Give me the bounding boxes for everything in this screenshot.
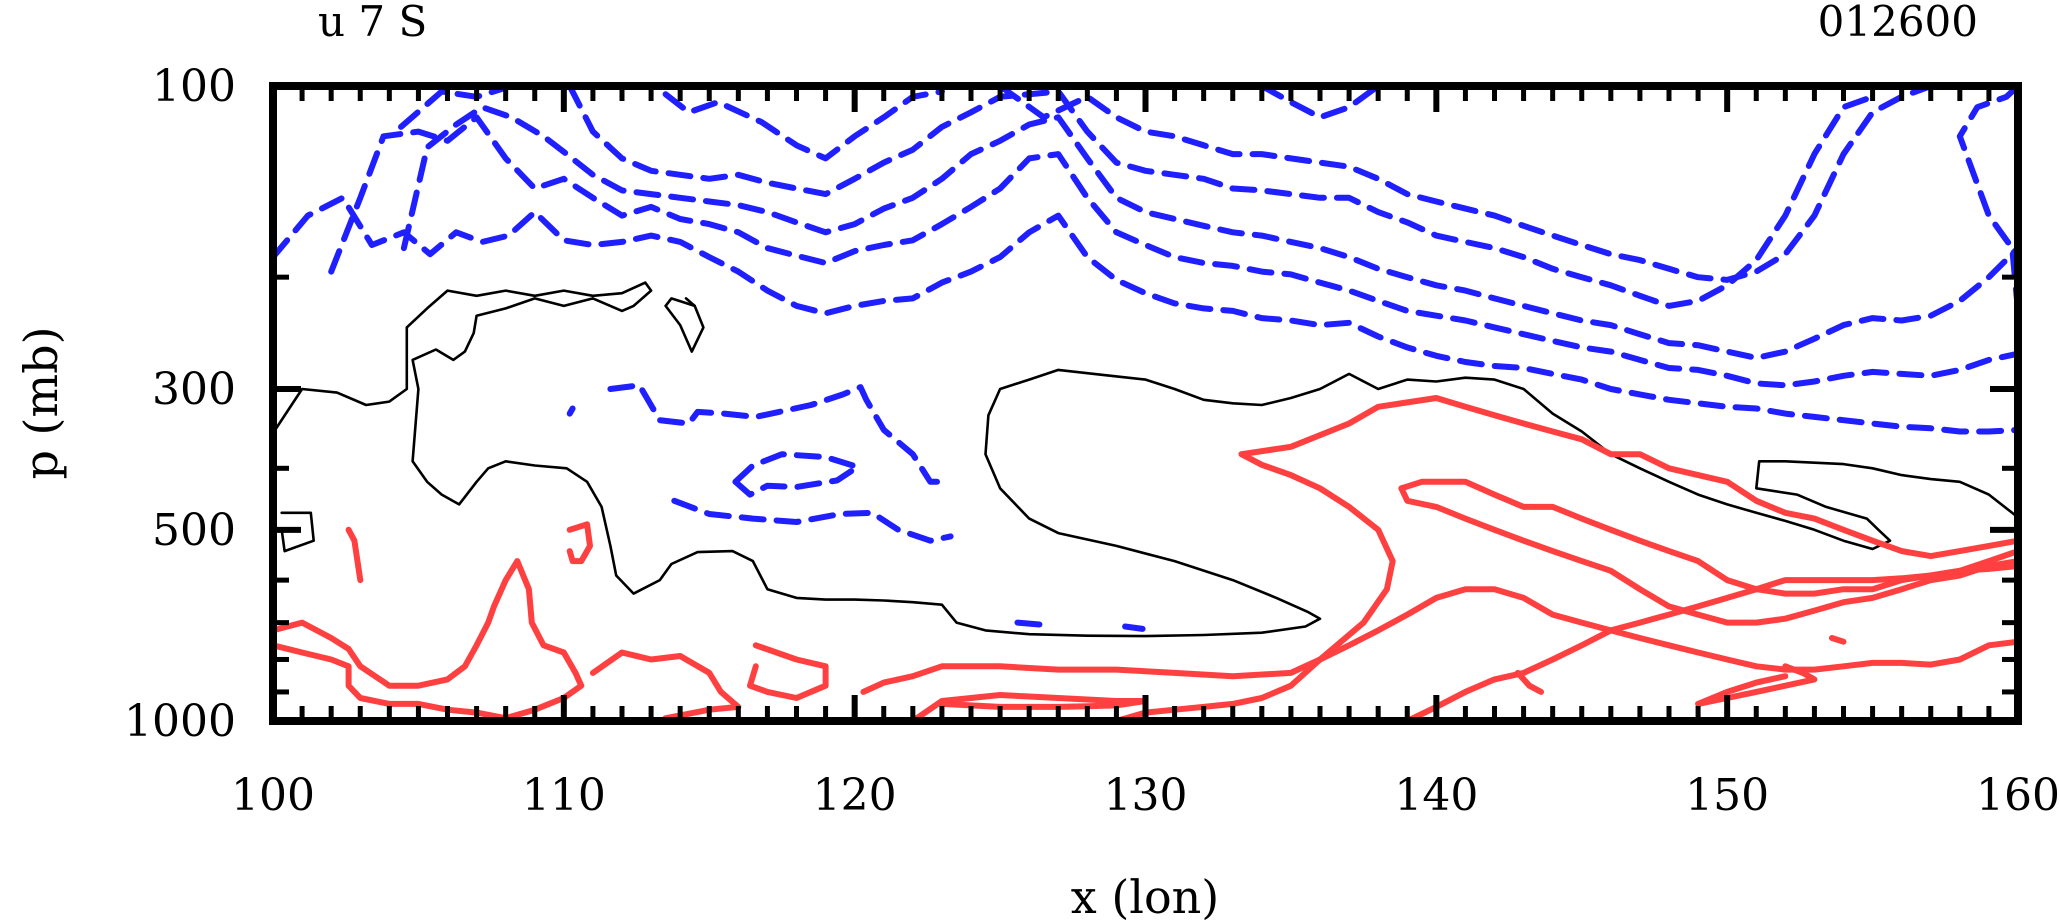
x-tick-label-120: 120 bbox=[813, 770, 897, 821]
contour-line-2-11 bbox=[1398, 478, 2021, 597]
contour-line-1-3 bbox=[280, 511, 316, 553]
contour-line-2-1 bbox=[345, 526, 364, 584]
contour-line-0-4 bbox=[566, 83, 1876, 309]
contour-line-2-6 bbox=[909, 692, 1149, 724]
contour-line-0-7 bbox=[1956, 83, 2021, 314]
contour-line-2-0 bbox=[270, 558, 585, 722]
contour-line-0-10 bbox=[671, 497, 954, 544]
x-tick-label-160: 160 bbox=[1976, 770, 2060, 821]
contour-line-2-7 bbox=[1238, 395, 2021, 560]
contour-line-0-1 bbox=[328, 114, 2021, 389]
contour-line-0-9 bbox=[607, 382, 951, 485]
y-tick-labels: 100 300 500 1000 bbox=[124, 61, 236, 747]
contour-line-0-11 bbox=[732, 451, 861, 498]
contour-line-1-0 bbox=[271, 281, 2020, 638]
contour-line-0-0 bbox=[270, 194, 2021, 435]
contour-line-0-12 bbox=[566, 405, 576, 417]
chart-title-left: u 7 S bbox=[318, 0, 427, 46]
contour-line-2-13 bbox=[1695, 663, 1818, 707]
y-tick-label-100: 100 bbox=[152, 61, 236, 112]
contour-line-0-3 bbox=[398, 83, 515, 130]
contour-line-0-5 bbox=[662, 88, 945, 162]
contour-lines bbox=[270, 83, 2021, 724]
x-tick-label-130: 130 bbox=[1104, 770, 1188, 821]
y-tick-label-500: 500 bbox=[152, 505, 236, 556]
contour-line-1-1 bbox=[664, 297, 705, 353]
x-tick-label-150: 150 bbox=[1685, 770, 1769, 821]
plot-frame bbox=[269, 82, 2022, 725]
contour-line-0-2 bbox=[400, 104, 2021, 361]
contour-line-2-5 bbox=[860, 586, 2021, 695]
contour-line-2-8 bbox=[1113, 451, 1396, 724]
x-tick-label-140: 140 bbox=[1394, 770, 1478, 821]
contour-line-2-2 bbox=[566, 521, 593, 565]
contour-line-2-3 bbox=[589, 649, 742, 722]
contour-line-2-12 bbox=[1514, 669, 1544, 695]
x-tick-label-110: 110 bbox=[522, 770, 606, 821]
y-tick-label-1000: 1000 bbox=[124, 696, 236, 747]
chart-title-right: 012600 bbox=[1818, 0, 1978, 46]
x-tick-label-100: 100 bbox=[231, 770, 315, 821]
contour-line-0-6 bbox=[997, 83, 1934, 283]
x-tick-labels: 100 110 120 130 140 150 160 bbox=[231, 770, 2060, 821]
contour-line-2-14 bbox=[1828, 635, 1847, 645]
contour-line-2-10 bbox=[1398, 485, 2021, 626]
y-axis-label: p (mb) bbox=[14, 326, 68, 479]
contour-line-1-2 bbox=[684, 297, 697, 308]
contour-line-0-13 bbox=[1014, 619, 1044, 628]
contour-line-0-14 bbox=[1122, 623, 1146, 632]
y-tick-label-300: 300 bbox=[152, 364, 236, 415]
x-axis-label: x (lon) bbox=[1071, 870, 1220, 923]
contour-line-0-8 bbox=[1258, 83, 1382, 121]
contour-line-2-4 bbox=[747, 642, 829, 701]
